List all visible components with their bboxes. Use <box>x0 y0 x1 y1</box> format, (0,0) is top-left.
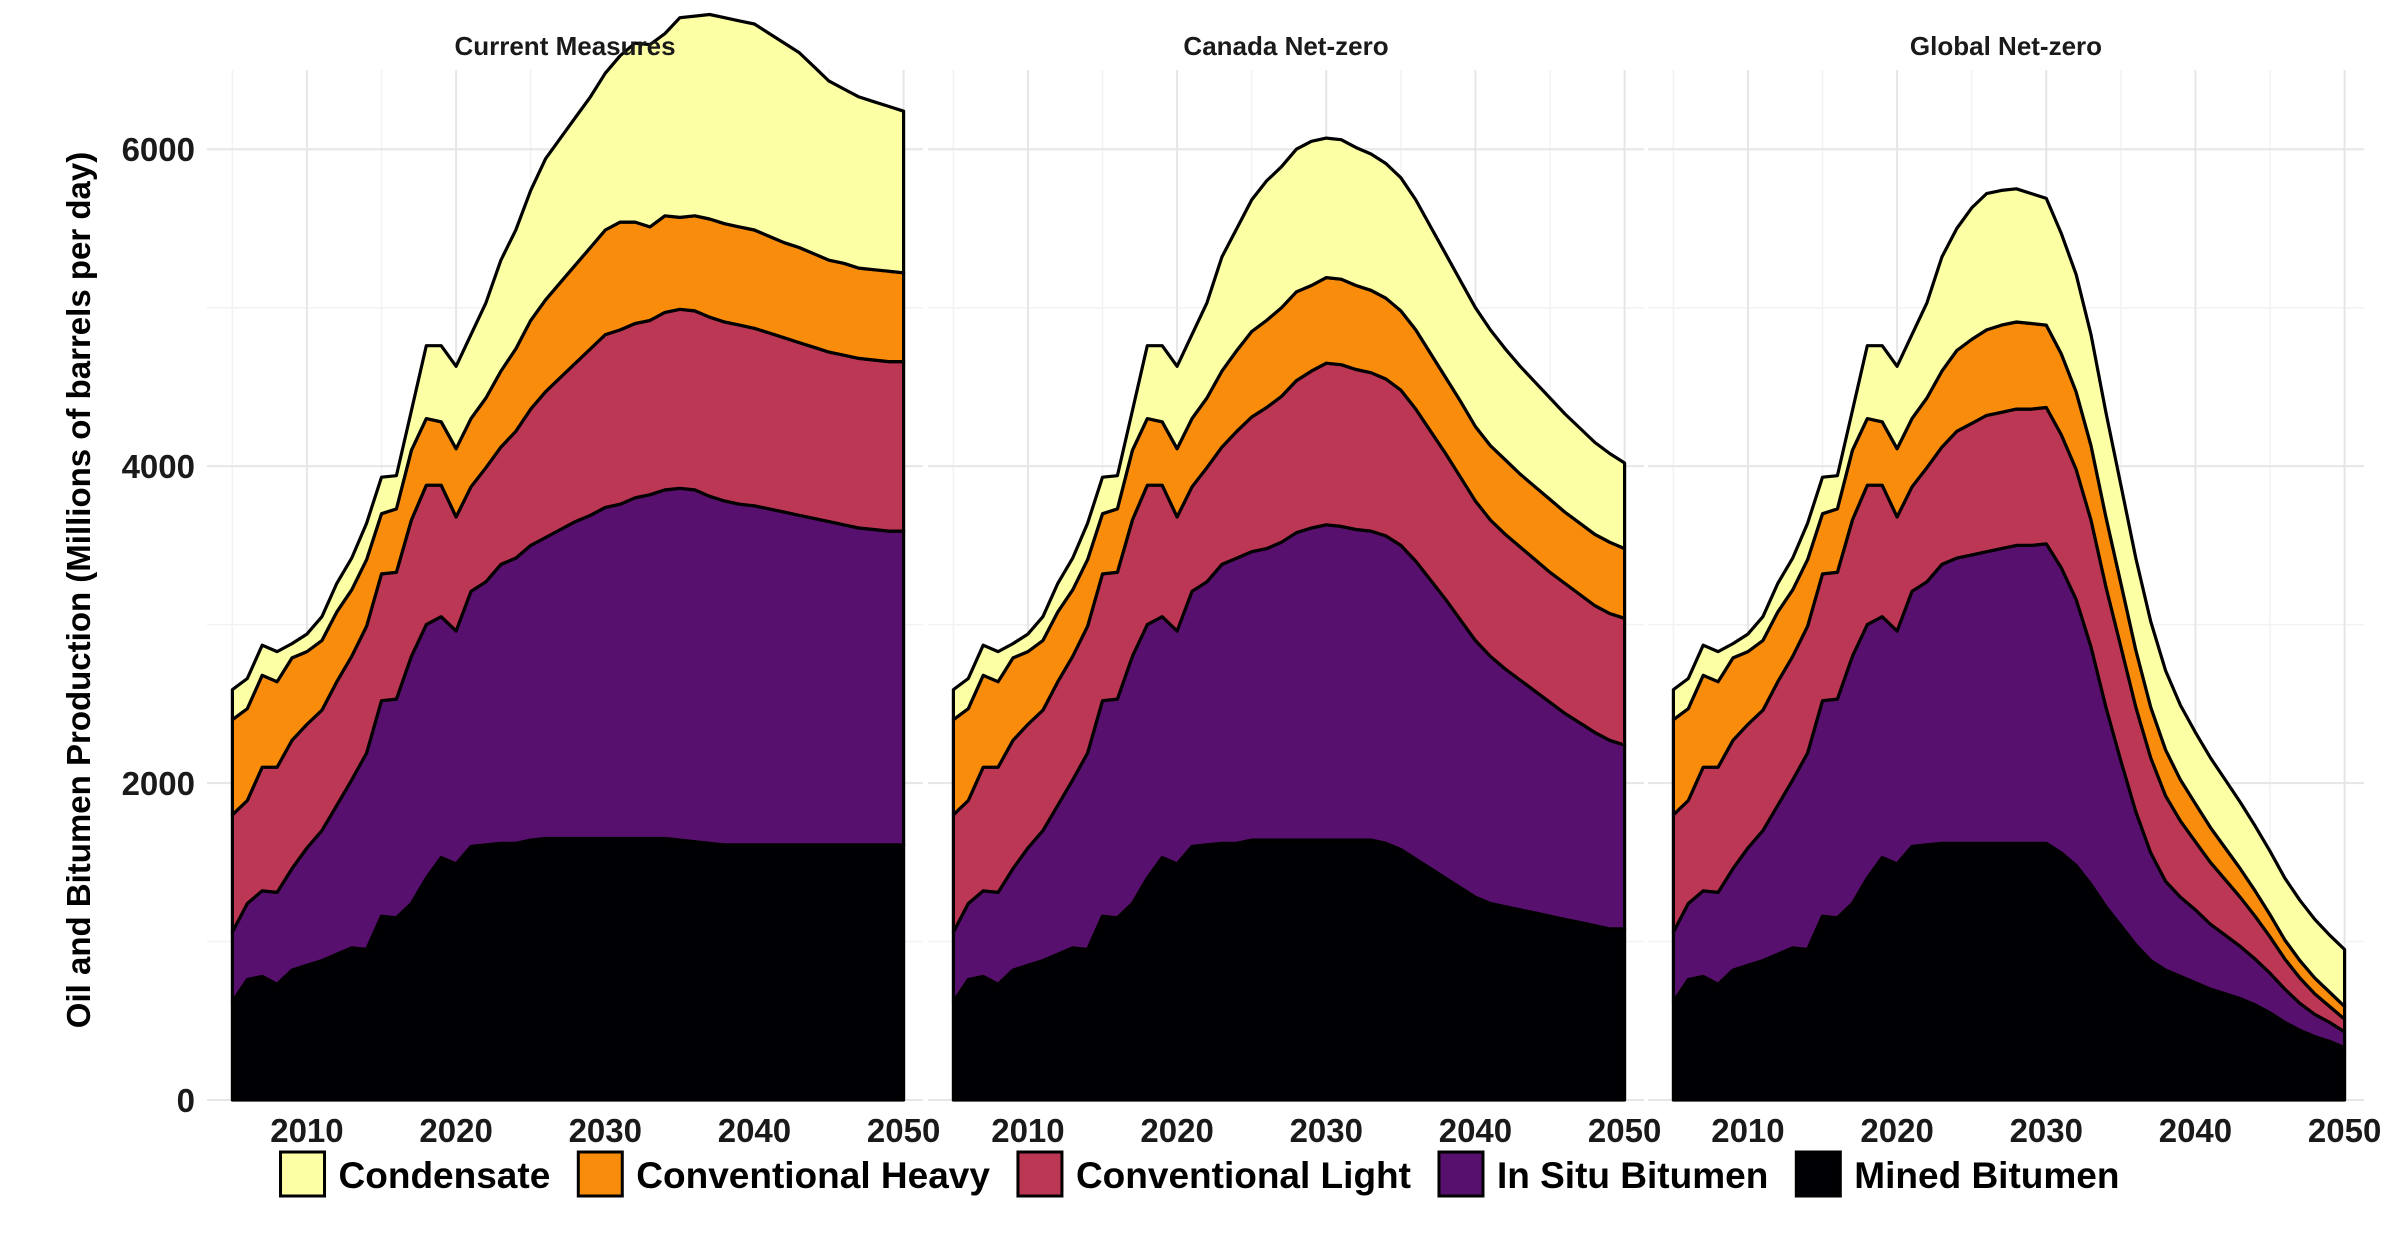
legend-label: Conventional Heavy <box>636 1155 990 1196</box>
y-tick-label: 2000 <box>122 765 195 802</box>
x-tick-label: 2040 <box>1439 1112 1512 1149</box>
y-axis-title-group: Oil and Bitumen Production (Millions of … <box>60 152 97 1028</box>
legend-item: Conventional Light <box>1016 1150 1411 1198</box>
x-tick-label: 2010 <box>270 1112 343 1149</box>
legend-item: Mined Bitumen <box>1794 1150 2119 1198</box>
legend-label: Condensate <box>339 1155 551 1196</box>
legend-key <box>1437 1150 1485 1198</box>
x-tick-label: 2030 <box>1290 1112 1363 1149</box>
panel-title: Current Measures <box>454 31 675 61</box>
legend-label: Mined Bitumen <box>1854 1155 2119 1196</box>
x-tick-label: 2030 <box>569 1112 642 1149</box>
legend-item: Conventional Heavy <box>576 1150 990 1198</box>
legend-key <box>279 1150 327 1198</box>
legend-label: In Situ Bitumen <box>1497 1155 1768 1196</box>
legend-item: Condensate <box>279 1150 551 1198</box>
panel-1: Current Measures 2010 2020 2030 2040 2050 <box>207 12 940 1149</box>
legend-item: In Situ Bitumen <box>1437 1150 1768 1198</box>
panel-3: Global Net-zero 2010 2020 2030 2040 2050 <box>1648 31 2381 1149</box>
x-tick-label: 2040 <box>2159 1112 2232 1149</box>
legend-label: Conventional Light <box>1076 1155 1411 1196</box>
panel-areas <box>951 136 1627 1102</box>
panel-title: Canada Net-zero <box>1183 31 1388 61</box>
x-tick-label: 2050 <box>1588 1112 1661 1149</box>
chart-legend: Condensate Conventional Heavy Conventional… <box>279 1150 2119 1198</box>
legend-key <box>1794 1150 1842 1198</box>
area-condensate <box>1671 187 2347 1009</box>
panel-areas <box>1671 187 2347 1102</box>
panel-title: Global Net-zero <box>1910 31 2102 61</box>
y-tick-label: 4000 <box>122 448 195 485</box>
y-tick-label: 0 <box>177 1082 195 1119</box>
x-tick-label: 2050 <box>867 1112 940 1149</box>
legend-key <box>576 1150 624 1198</box>
y-axis-title: Oil and Bitumen Production (Millions of … <box>60 152 97 1028</box>
y-tick-label: 6000 <box>122 131 195 168</box>
x-tick-label: 2020 <box>1140 1112 1213 1149</box>
panel-2: Canada Net-zero 2010 2020 2030 2040 2050 <box>928 31 1661 1149</box>
area-condensate <box>951 136 1627 722</box>
x-tick-label: 2010 <box>1711 1112 1784 1149</box>
x-tick-label: 2020 <box>419 1112 492 1149</box>
x-tick-label: 2040 <box>718 1112 791 1149</box>
panel-areas <box>230 12 906 1102</box>
y-axis-ticks: 0 2000 4000 6000 <box>122 131 195 1119</box>
area-condensate <box>230 12 906 722</box>
x-tick-label: 2020 <box>1860 1112 1933 1149</box>
x-tick-label: 2010 <box>991 1112 1064 1149</box>
legend-key <box>1016 1150 1064 1198</box>
x-tick-label: 2030 <box>2010 1112 2083 1149</box>
x-tick-label: 2050 <box>2308 1112 2381 1149</box>
